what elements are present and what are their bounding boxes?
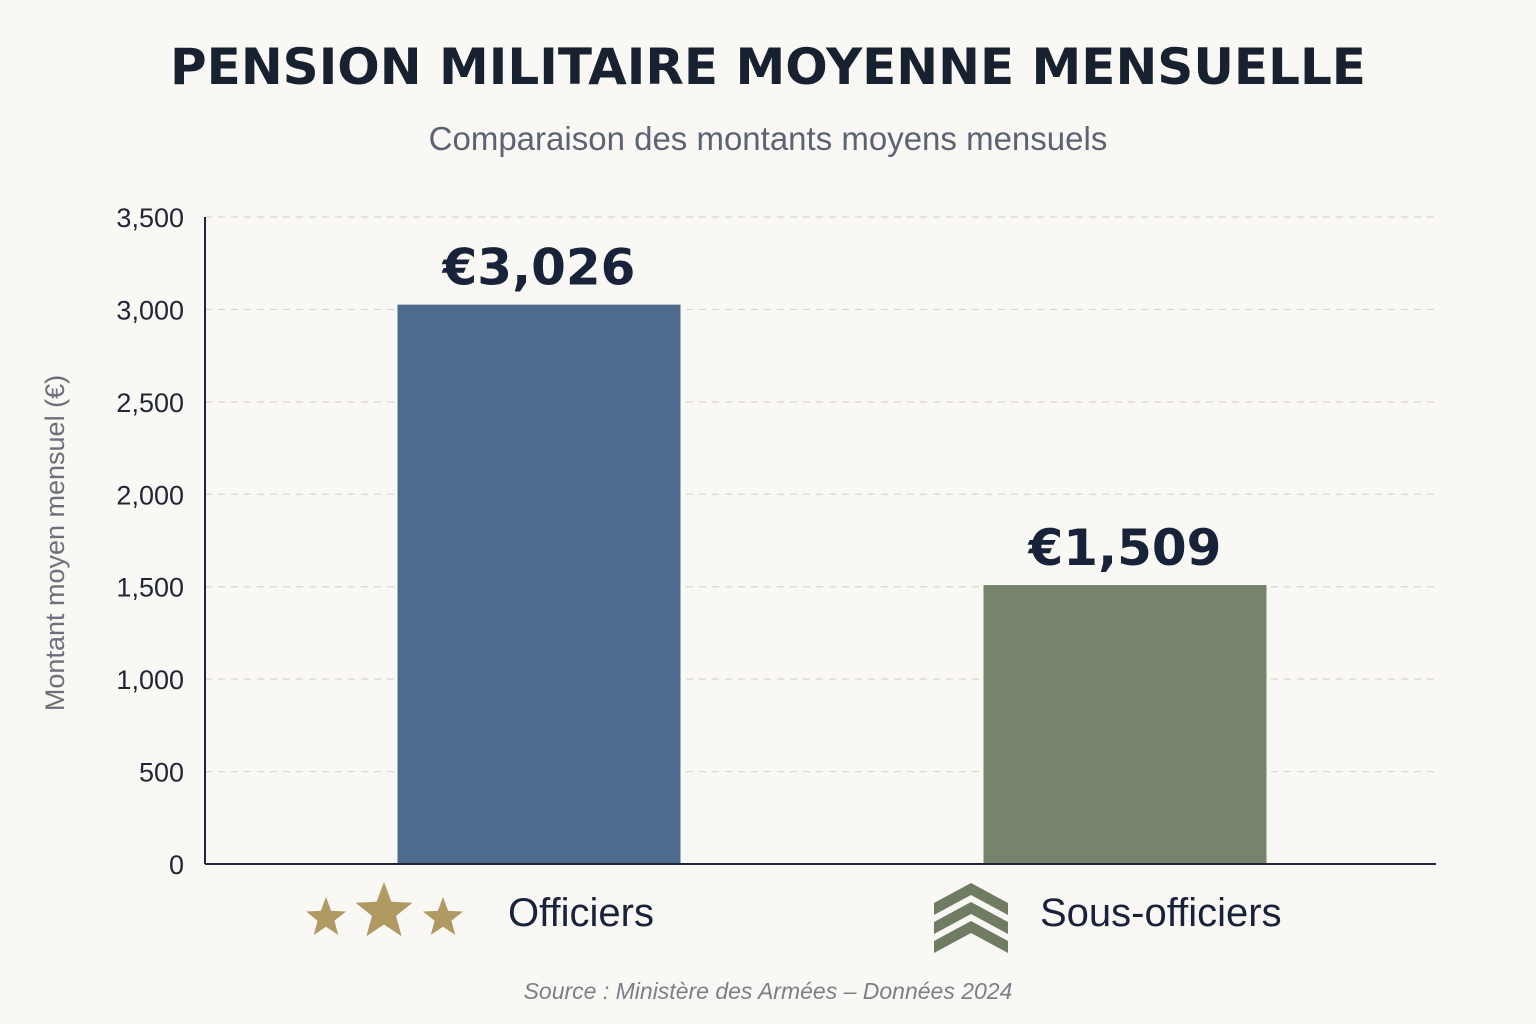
category-icons [306, 882, 1008, 953]
value-label: €3,026 [442, 239, 636, 297]
y-tick-label: 1,000 [116, 665, 184, 695]
axes [204, 217, 1436, 865]
chevrons-rank-icon [934, 883, 1008, 953]
chart-subtitle: Comparaison des montants moyens mensuels [428, 120, 1108, 157]
y-tick-label: 2,000 [116, 480, 184, 510]
chevron-icon [934, 883, 1008, 915]
chevron-icon [934, 921, 1008, 953]
y-tick-label: 0 [169, 850, 184, 880]
bar [397, 304, 681, 864]
y-axis-label: Montant moyen mensuel (€) [40, 375, 70, 711]
category-labels: Officiers Sous-officiers [508, 891, 1282, 935]
category-label: Sous-officiers [1040, 891, 1282, 935]
star-icon [306, 897, 346, 935]
y-tick-label: 3,000 [116, 295, 184, 325]
three-stars-icon [306, 882, 463, 937]
value-label: €1,509 [1028, 519, 1222, 577]
gridlines [205, 216, 1436, 773]
source-note: Source : Ministère des Armées – Données … [523, 978, 1013, 1004]
y-tick-label: 2,500 [116, 388, 184, 418]
bars [397, 304, 1267, 864]
star-icon [355, 882, 413, 937]
bar [983, 585, 1267, 864]
y-tick-labels: 0 500 1,000 1,500 2,000 2,500 3,000 3,500 [116, 203, 184, 880]
y-tick-label: 500 [139, 758, 184, 788]
category-label: Officiers [508, 891, 654, 935]
value-labels: €3,026 €1,509 [442, 239, 1222, 577]
chart-title: PENSION MILITAIRE MOYENNE MENSUELLE [170, 38, 1366, 96]
y-tick-label: 3,500 [116, 203, 184, 233]
y-tick-label: 1,500 [116, 573, 184, 603]
star-icon [423, 897, 463, 935]
chevron-icon [934, 902, 1008, 934]
